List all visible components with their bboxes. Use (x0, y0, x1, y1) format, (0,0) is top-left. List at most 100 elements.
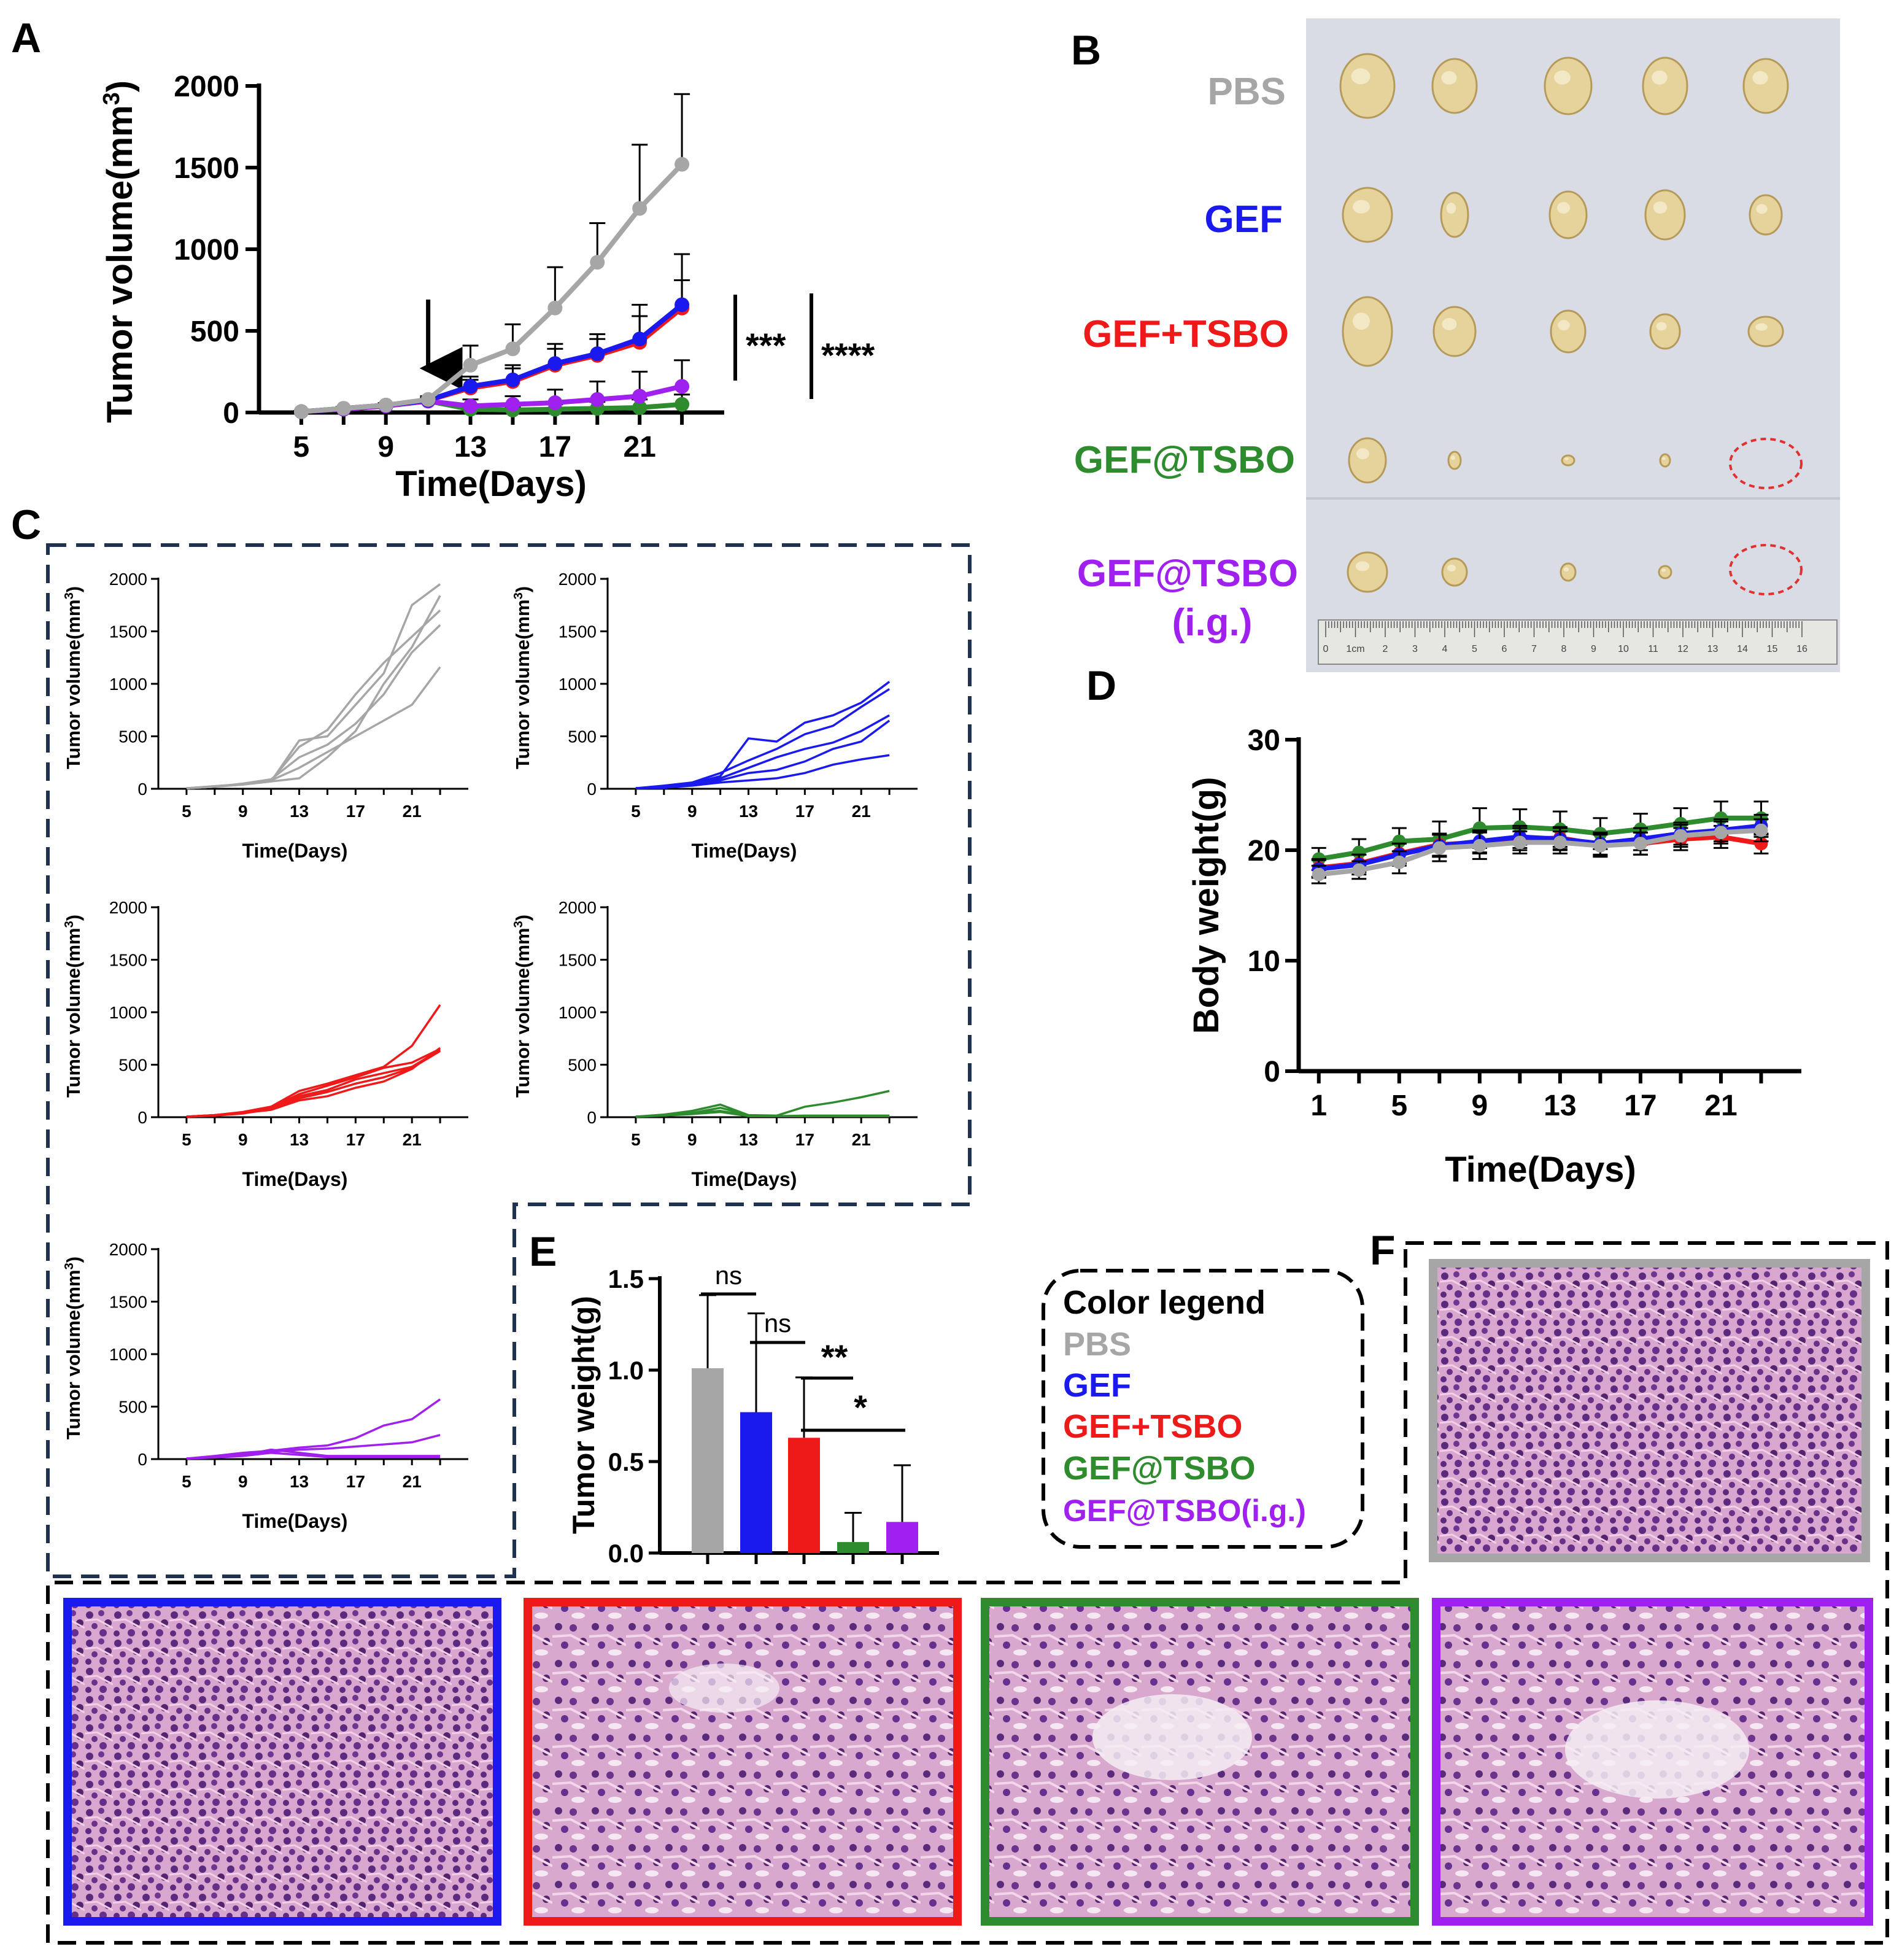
y-tick-label: 0.0 (608, 1539, 644, 1568)
x-tick-label: 17 (539, 431, 571, 463)
tumor-highlight (1563, 567, 1569, 572)
data-point (675, 379, 690, 394)
data-point (1754, 823, 1768, 837)
x-tick-label: 9 (238, 802, 248, 821)
ruler-ticks: 0 1cm 2 3 4 5 6 7 8 9 10 11 12 13 14 15 16 (1323, 621, 1807, 654)
panel-label-D: D (1086, 662, 1116, 709)
x-tick-label: 13 (1544, 1090, 1576, 1122)
data-point (378, 398, 393, 413)
data-point (505, 341, 520, 357)
chart-c-GEF@TSBO: 0 500 1000 1500 2000 5 9 13 17 21 Time(Days) Tumor … (512, 898, 918, 1190)
x-tick-label: 5 (182, 802, 191, 821)
chart-c-GEF: 0 500 1000 1500 2000 5 9 13 17 21 Time(Days) Tumor … (512, 570, 918, 862)
data-point (336, 401, 351, 416)
y-tick-label: 1500 (174, 152, 239, 185)
sig-label: ns (715, 1261, 742, 1290)
x-tick-label: 5 (182, 1130, 191, 1149)
legend-frame (1042, 1269, 1364, 1549)
legend-item-gef-tsbo: GEF+TSBO (1063, 1408, 1243, 1445)
animal-line (186, 1047, 441, 1118)
ruler-label: 7 (1531, 644, 1537, 654)
tumor-specimen (1441, 557, 1468, 587)
bar-GEF (740, 1412, 772, 1553)
x-axis-label: Time(Days) (242, 1168, 348, 1190)
x-tick-label: 5 (182, 1472, 191, 1491)
y-tick-label: 0 (1264, 1056, 1280, 1088)
y-tick-label: 2000 (174, 71, 239, 103)
animal-line (635, 688, 891, 789)
bar-GEF@TSBO(i.g.) (886, 1522, 918, 1553)
ruler-label: 12 (1677, 644, 1688, 654)
y-tick-label: 500 (118, 727, 147, 746)
bar-GEF@TSBO (837, 1542, 869, 1553)
tumor-specimen (1544, 56, 1593, 115)
y-tick-label: 30 (1248, 724, 1280, 757)
tumor-specimen (1560, 562, 1577, 582)
y-tick-label: 1500 (559, 622, 597, 641)
x-tick-label: 17 (1624, 1090, 1657, 1122)
panel-label-E: E (529, 1228, 557, 1275)
data-point (547, 356, 563, 371)
ruler-label: 2 (1383, 644, 1388, 654)
y-axis-label: Tumor volume(mm3) (63, 1257, 84, 1439)
data-point (675, 397, 690, 412)
y-tick-label: 10 (1248, 945, 1280, 978)
animal-line (186, 1050, 441, 1118)
tumor-specimen (1548, 190, 1588, 239)
y-tick-label: 0.5 (608, 1447, 644, 1476)
ruler-label: 3 (1412, 644, 1418, 654)
animal-line (186, 624, 441, 789)
tumor-specimen (1658, 565, 1672, 579)
y-tick-label: 1000 (559, 675, 597, 694)
histology-images (63, 1259, 1873, 1926)
panel-c-frame (46, 543, 972, 1578)
y-tick-label: 2000 (109, 898, 147, 917)
y-tick-label: 500 (190, 316, 239, 348)
y-tick-label: 1500 (109, 951, 147, 970)
ruler-label: 4 (1442, 644, 1448, 654)
animal-line (635, 754, 890, 789)
y-tick-label: 500 (568, 727, 597, 746)
tumor-highlight (1564, 457, 1569, 460)
tumor-specimen (1550, 309, 1587, 354)
data-point (1352, 863, 1366, 877)
empty-slot-circle (1729, 544, 1803, 595)
y-tick-label: 1000 (109, 675, 147, 694)
data-point (463, 398, 478, 414)
data-point (463, 357, 478, 373)
data-point (1553, 835, 1567, 850)
data-point (590, 392, 605, 407)
data-point (1593, 839, 1607, 853)
tumor-specimen (1440, 192, 1469, 238)
tumor-highlight (1442, 318, 1457, 330)
y-tick-label: 0 (137, 1108, 147, 1127)
animal-line (186, 1451, 441, 1460)
x-axis-label: Time(Days) (242, 1510, 348, 1532)
tumor-highlight (1653, 201, 1668, 214)
data-point (675, 297, 690, 312)
x-tick-label: 13 (290, 802, 309, 821)
animal-line (635, 714, 890, 789)
tumor-specimen (1432, 306, 1477, 357)
y-axis-label: Tumor volume(mm3) (63, 586, 84, 769)
data-point (632, 389, 648, 404)
data-point (632, 201, 648, 216)
sig-label: ** (821, 1338, 848, 1376)
data-point (505, 372, 520, 387)
data-point (420, 392, 436, 407)
photo-label-gef-at-tsbo-ig: GEF@TSBO (1077, 552, 1298, 595)
y-tick-label: 500 (118, 1398, 147, 1417)
tumor-highlight (1356, 448, 1369, 460)
tumor-specimen (1447, 451, 1462, 470)
data-point (1714, 826, 1728, 840)
series-line-PBS (301, 162, 684, 414)
tumor-highlight (1662, 457, 1666, 460)
data-point (1754, 837, 1768, 851)
animal-line (186, 666, 441, 789)
data-point (505, 397, 520, 412)
y-axis-label: Tumor volume(mm3) (98, 80, 140, 423)
ruler-label: 0 (1323, 644, 1329, 654)
tumor-highlight (1756, 204, 1768, 214)
tumor-specimen (1339, 53, 1396, 119)
